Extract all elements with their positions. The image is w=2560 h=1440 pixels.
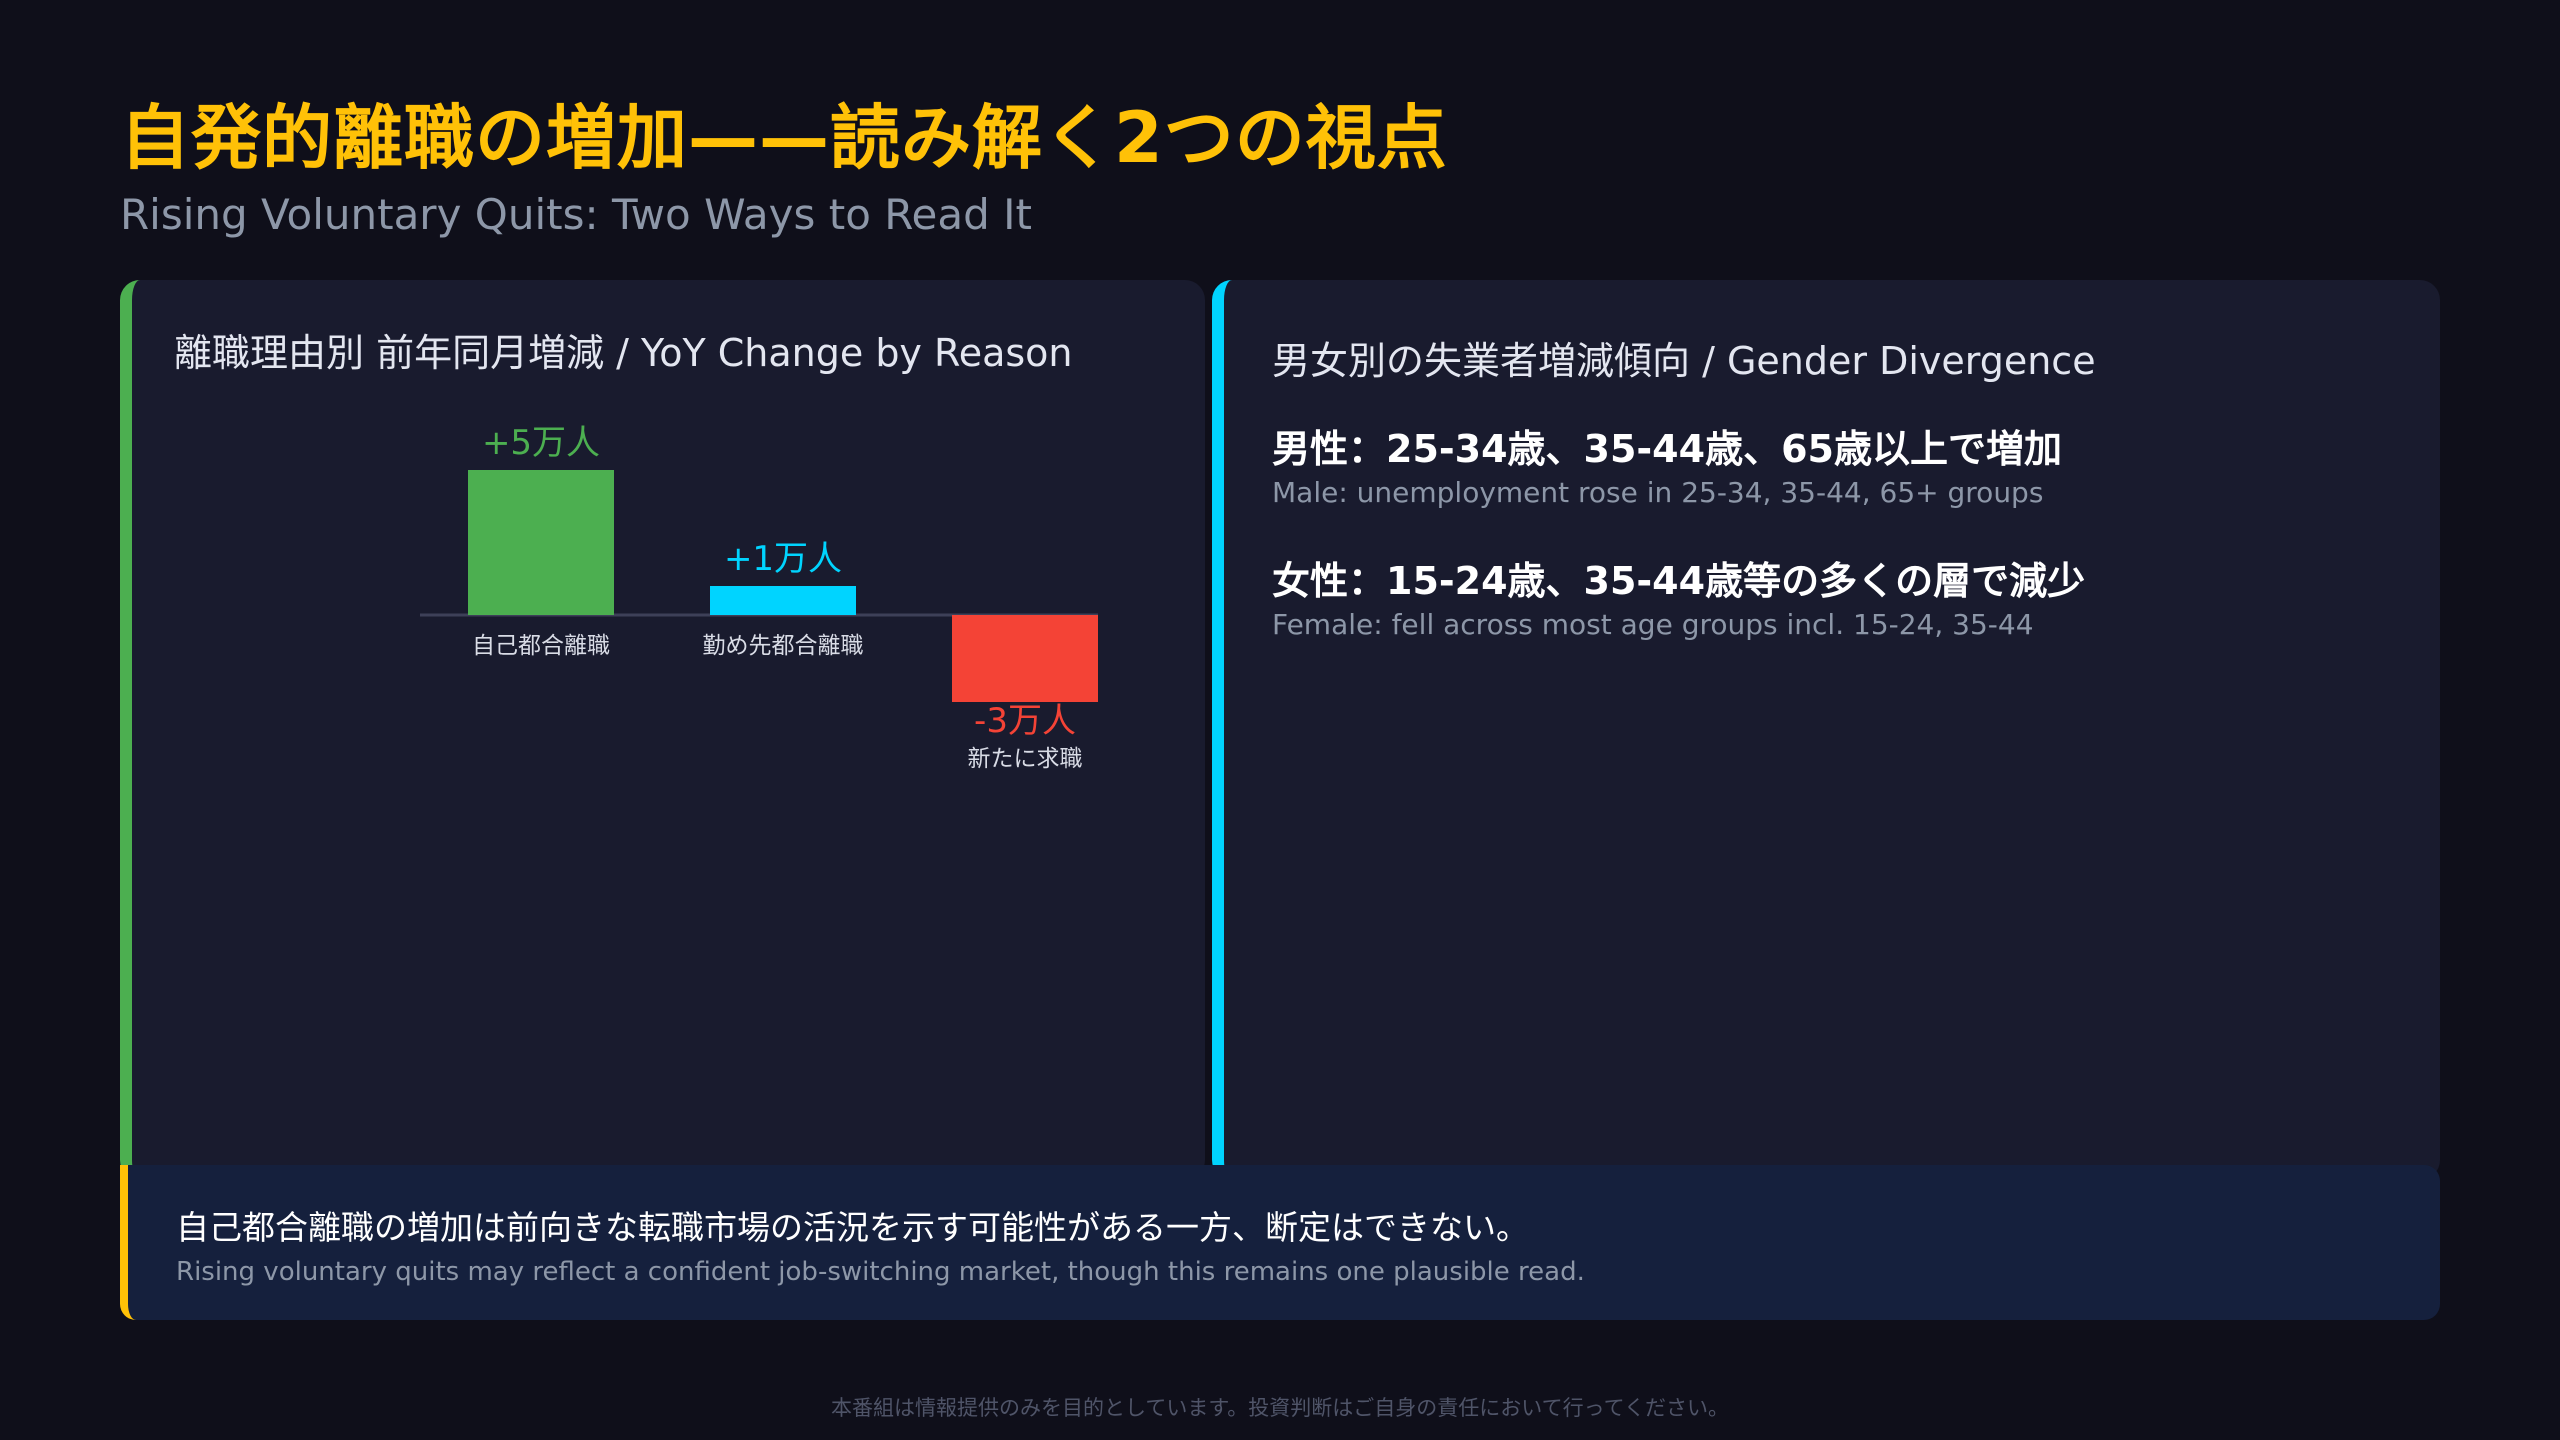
bar-3 bbox=[952, 615, 1098, 702]
category-label-3: 新たに求職 bbox=[968, 746, 1083, 772]
category-label-2: 勤め先都合離職 bbox=[703, 633, 864, 659]
value-label-3: -3万人 bbox=[974, 701, 1076, 741]
male-point-sub: Male: unemployment rose in 25-34, 35-44,… bbox=[1272, 476, 2044, 509]
female-point-main: 女性：15-24歳、35-44歳等の多くの層で減少 bbox=[1272, 559, 2086, 603]
page-title: 自発的離職の増加——読み解く2つの視点 bbox=[120, 97, 1448, 179]
gender-panel-title: 男女別の失業者増減傾向 / Gender Divergence bbox=[1272, 339, 2096, 383]
bar-2 bbox=[710, 586, 856, 615]
conclusion-callout: 自己都合離職の増加は前向きな転職市場の活況を示す可能性がある一方、断定はできない… bbox=[120, 1165, 2440, 1320]
callout-sub-text: Rising voluntary quits may reflect a con… bbox=[176, 1257, 1585, 1287]
gender-panel: 男女別の失業者増減傾向 / Gender Divergence 男性：25-34… bbox=[1212, 280, 2440, 1180]
page-subtitle: Rising Voluntary Quits: Two Ways to Read… bbox=[120, 190, 1033, 239]
bar-1 bbox=[468, 470, 614, 615]
female-point-sub: Female: fell across most age groups incl… bbox=[1272, 608, 2034, 641]
reason-chart-panel: 離職理由別 前年同月増減 / YoY Change by Reason +5万人… bbox=[120, 280, 1205, 1180]
footer-disclaimer: 本番組は情報提供のみを目的としています。投資判断はご自身の責任において行ってくだ… bbox=[831, 1396, 1729, 1420]
value-label-2: +1万人 bbox=[724, 539, 842, 579]
chart-panel-title: 離職理由別 前年同月増減 / YoY Change by Reason bbox=[174, 331, 1073, 375]
category-label-1: 自己都合離職 bbox=[472, 633, 610, 659]
value-label-1: +5万人 bbox=[482, 423, 600, 463]
male-point-main: 男性：25-34歳、35-44歳、65歳以上で増加 bbox=[1272, 427, 2062, 471]
callout-main-text: 自己都合離職の増加は前向きな転職市場の活況を示す可能性がある一方、断定はできない… bbox=[176, 1208, 1529, 1247]
